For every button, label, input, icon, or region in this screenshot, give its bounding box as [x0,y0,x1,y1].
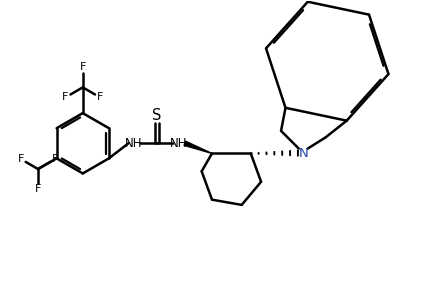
Text: S: S [152,108,162,123]
Text: F: F [97,92,103,102]
Text: F: F [52,154,58,164]
Text: N: N [298,147,308,159]
Text: F: F [17,154,24,164]
Text: NH: NH [125,137,142,150]
Text: F: F [62,92,69,102]
Polygon shape [184,141,212,153]
Text: F: F [35,184,41,194]
Text: F: F [80,63,86,72]
Text: NH: NH [170,137,188,150]
